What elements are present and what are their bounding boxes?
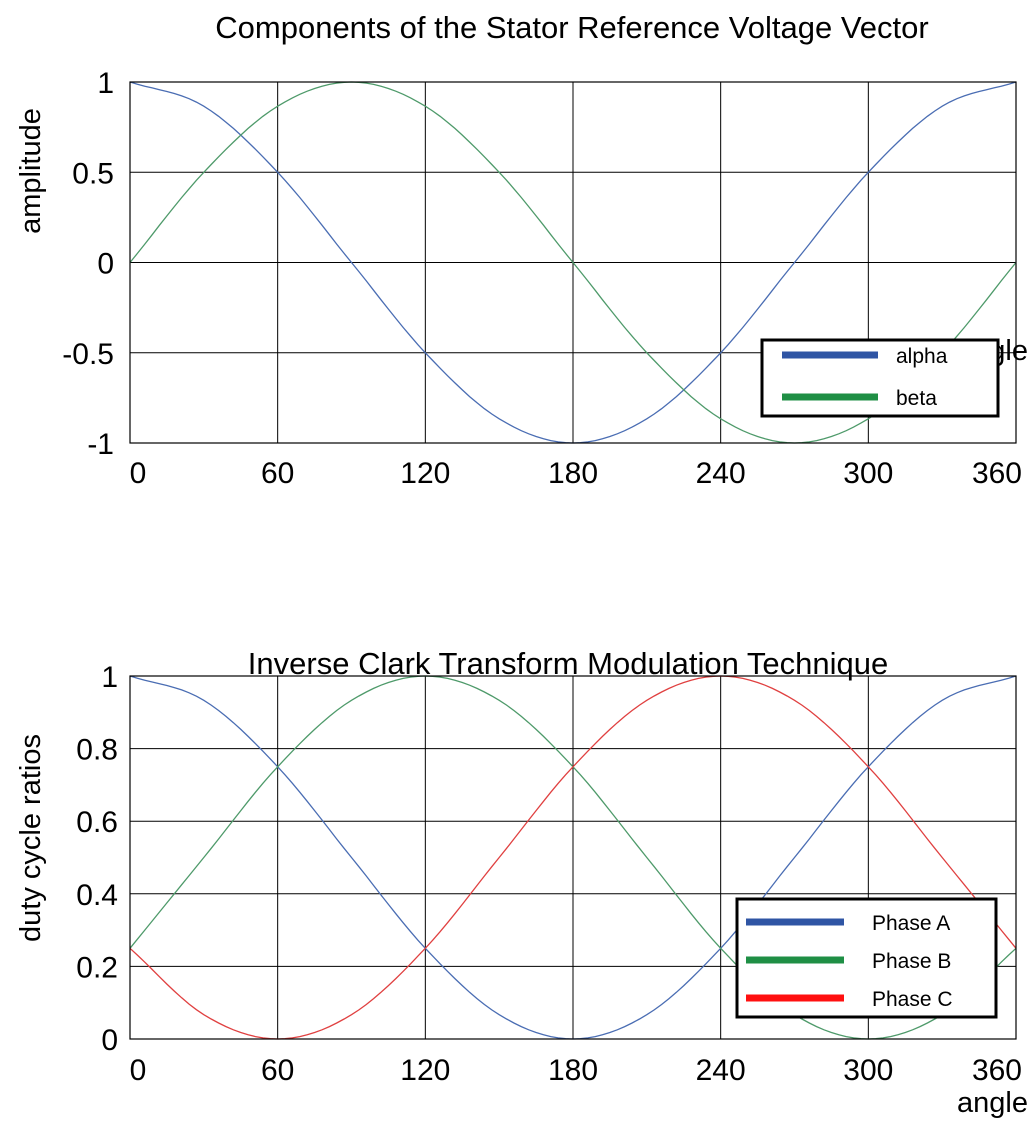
y-tick-label: 0.5 [72,157,114,190]
y-tick-label: 0.6 [76,806,118,839]
x-tick-label: 240 [696,1054,746,1087]
y-tick-label: 0 [101,1024,118,1057]
x-tick-label: 180 [548,1054,598,1087]
x-tick-label: 360 [972,1054,1022,1087]
legend: Phase A Phase B Phase C [735,897,998,1019]
x-tick-label: 180 [548,457,598,490]
legend-label: alpha [896,345,948,368]
x-tick-label: 300 [843,457,893,490]
y-tick-label: 0.2 [76,951,118,984]
tick-labels: 0 60 120 180 240 300 360 -1 -0.5 0 0.5 1 [62,67,1022,490]
x-tick-label: 240 [696,457,746,490]
x-axis-label: angle [957,1087,1028,1119]
y-tick-label: -1 [87,428,114,461]
legend-box [760,338,1000,418]
legend: alpha beta [760,338,1000,418]
chart-title: Inverse Clark Transform Modulation Techn… [248,646,888,681]
x-tick-label: 0 [130,457,147,490]
plot-frame [129,81,1017,444]
x-tick-label: 120 [400,457,450,490]
legend-label: Phase A [872,912,950,935]
y-tick-label: -0.5 [62,338,114,371]
legend-label: Phase C [872,988,953,1011]
series-line-beta [129,81,1017,444]
legend-label: Phase B [872,950,951,973]
plot-frame [129,675,1017,1040]
x-tick-label: 60 [261,457,294,490]
x-tick-label: 300 [843,1054,893,1087]
chart-stator-reference-voltage: Components of the Stator Reference Volta… [15,10,1028,490]
x-tick-label: 120 [400,1054,450,1087]
y-tick-label: 1 [101,661,118,694]
y-tick-label: 0.8 [76,734,118,767]
y-tick-label: 0.4 [76,879,118,912]
y-axis-label: duty cycle ratios [15,734,47,942]
chart-title: Components of the Stator Reference Volta… [215,10,928,45]
x-tick-label: 0 [130,1054,147,1087]
tick-labels: 0 60 120 180 240 300 360 0 0.2 0.4 0.6 0.8 1 [76,661,1022,1087]
x-tick-label: 360 [972,457,1022,490]
x-tick-label: 60 [261,1054,294,1087]
y-axis-label: amplitude [15,108,47,234]
y-tick-label: 1 [97,67,114,100]
legend-label: beta [896,387,937,410]
chart-inverse-clark-modulation: Inverse Clark Transform Modulation Techn… [15,646,1028,1119]
y-tick-label: 0 [97,248,114,281]
